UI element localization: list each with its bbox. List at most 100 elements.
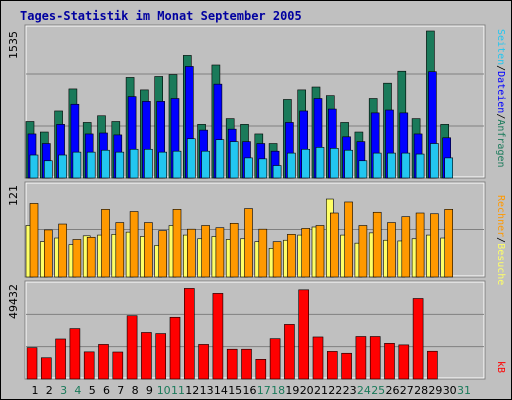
bar-rechner-day-13 (201, 225, 210, 278)
middle-legend: Rechner/Besuche (495, 195, 506, 285)
x-tick-day-27: 27 (400, 384, 414, 397)
bar-kb-day-4 (69, 328, 81, 380)
bottom-legend: kB (495, 361, 506, 373)
bar-rechner-day-16 (244, 208, 253, 278)
middle-legend-item-3: Besuche (495, 243, 506, 285)
x-tick-day-8: 8 (132, 384, 139, 397)
bar-rechner-day-27 (401, 216, 411, 278)
bar-seiten-day-2 (43, 160, 53, 179)
x-tick-day-14: 14 (214, 384, 228, 397)
bar-kb-day-8 (126, 315, 138, 380)
x-tick-day-31: 31 (457, 384, 471, 397)
bar-kb-day-19 (284, 324, 295, 380)
bar-rechner-day-3 (58, 223, 67, 278)
x-tick-day-28: 28 (414, 384, 428, 397)
bar-rechner-day-23 (344, 201, 353, 278)
x-tick-day-23: 23 (343, 384, 357, 397)
middle-legend-item-2: / (495, 237, 506, 243)
bar-seiten-day-9 (144, 148, 153, 179)
bar-seiten-day-26 (387, 152, 396, 179)
bar-rechner-day-7 (115, 222, 125, 278)
bar-seiten-day-4 (72, 151, 82, 179)
bar-rechner-day-2 (43, 229, 53, 278)
bar-rechner-day-17 (258, 228, 268, 278)
x-tick-day-5: 5 (89, 384, 96, 397)
bar-rechner-day-19 (287, 234, 296, 278)
bar-seiten-day-11 (172, 150, 182, 179)
bar-kb-day-26 (384, 343, 395, 380)
bar-seiten-day-6 (101, 149, 110, 179)
bar-kb-day-6 (98, 344, 109, 380)
bottom-legend-item-1: kB (495, 361, 506, 373)
bar-seiten-day-12 (187, 138, 196, 179)
bar-rechner-day-21 (315, 225, 325, 278)
bar-seiten-day-28 (415, 153, 425, 179)
bar-rechner-day-14 (215, 227, 225, 278)
bar-kb-day-25 (369, 336, 381, 380)
bar-kb-day-18 (269, 338, 281, 380)
bar-kb-day-1 (26, 347, 38, 380)
bar-rechner-day-30 (444, 209, 454, 278)
bar-kb-day-9 (141, 332, 152, 380)
bar-seiten-day-19 (287, 152, 296, 179)
bar-kb-day-3 (55, 338, 66, 380)
panel-highlight-3 (25, 281, 485, 379)
bar-rechner-day-26 (387, 222, 396, 278)
x-tick-day-15: 15 (228, 384, 242, 397)
bar-kb-day-15 (226, 348, 238, 380)
bar-rechner-day-28 (415, 212, 425, 278)
top-legend-item-5: Anfragen (495, 119, 506, 167)
bar-seiten-day-25 (372, 152, 382, 179)
middle-legend-item-1: Rechner (495, 195, 506, 237)
bar-seiten-day-24 (358, 160, 368, 179)
bar-seiten-day-8 (129, 148, 139, 179)
x-tick-day-11: 11 (171, 384, 185, 397)
bar-kb-day-5 (83, 351, 95, 380)
x-tick-day-18: 18 (271, 384, 285, 397)
bar-seiten-day-10 (158, 151, 167, 179)
bar-rechner-day-20 (301, 228, 311, 278)
x-tick-day-10: 10 (157, 384, 171, 397)
bar-kb-day-16 (241, 348, 252, 380)
bar-kb-day-2 (40, 357, 52, 380)
bar-rechner-day-18 (272, 241, 282, 278)
bar-seiten-day-7 (115, 151, 125, 179)
bar-seiten-day-18 (272, 165, 282, 179)
x-tick-day-20: 20 (300, 384, 314, 397)
bar-seiten-day-16 (244, 157, 253, 179)
bar-seiten-day-23 (344, 149, 353, 179)
bar-kb-day-28 (412, 298, 424, 380)
bar-kb-day-20 (298, 289, 310, 380)
x-tick-day-2: 2 (46, 384, 53, 397)
bar-rechner-day-4 (72, 239, 82, 278)
x-tick-day-3: 3 (60, 384, 67, 397)
bar-kb-day-13 (198, 344, 209, 380)
bar-kb-day-11 (169, 316, 181, 380)
top-legend: Seiten/Dateien/Anfragen (495, 29, 506, 168)
bar-kb-day-7 (112, 351, 124, 380)
bar-rechner-day-1 (29, 203, 39, 278)
bar-seiten-day-5 (86, 151, 96, 179)
x-tick-day-22: 22 (328, 384, 342, 397)
x-tick-day-19: 19 (285, 384, 299, 397)
ymax-label-2: 121 (7, 185, 20, 206)
x-tick-day-1: 1 (32, 384, 39, 397)
top-legend-item-3: Dateien (495, 71, 506, 113)
x-tick-day-9: 9 (146, 384, 153, 397)
bar-kb-day-23 (341, 352, 352, 380)
bar-seiten-day-20 (301, 148, 311, 179)
x-tick-day-6: 6 (103, 384, 110, 397)
x-tick-day-16: 16 (243, 384, 257, 397)
bar-seiten-day-29 (430, 143, 439, 179)
bar-rechner-day-24 (358, 225, 368, 278)
bar-rechner-day-5 (86, 236, 96, 278)
bar-kb-day-10 (155, 333, 166, 380)
x-tick-day-17: 17 (257, 384, 271, 397)
top-legend-item-2: / (495, 65, 506, 71)
bar-seiten-day-21 (315, 147, 325, 179)
bar-kb-day-21 (312, 336, 324, 380)
bar-kb-day-22 (326, 351, 338, 380)
top-legend-item-4: / (495, 113, 506, 119)
panel-border-3 (24, 280, 486, 380)
